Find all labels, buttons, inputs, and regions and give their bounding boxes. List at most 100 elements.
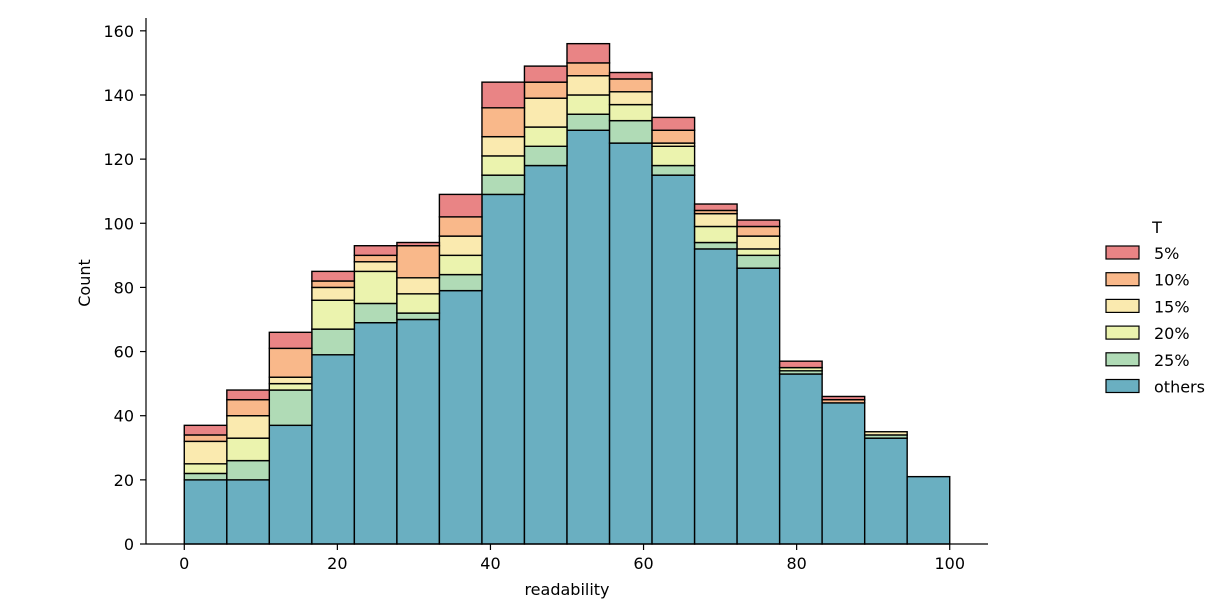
bar-5pct-bin-4 <box>353 245 398 257</box>
bar-20pct-bin-6 <box>438 254 483 276</box>
bar-25pct-bin-0 <box>183 472 228 481</box>
bar-20pct-bin-1 <box>226 437 271 462</box>
legend-label: others <box>1154 378 1205 397</box>
bar-others-bin-14 <box>778 373 823 545</box>
bar-15pct-bin-6 <box>438 235 483 257</box>
y-tick-label: 20 <box>114 471 134 490</box>
x-tick-label: 60 <box>633 554 653 573</box>
bar-20pct-bin-3 <box>311 299 356 330</box>
legend-label: 25% <box>1154 351 1190 370</box>
bar-25pct-bin-9 <box>566 113 611 131</box>
y-tick-label: 100 <box>103 214 134 233</box>
bar-25pct-bin-6 <box>438 273 483 292</box>
bar-others-bin-15 <box>821 402 866 545</box>
bar-others-bin-9 <box>566 129 611 545</box>
y-tick-label: 140 <box>103 86 134 105</box>
bar-5pct-bin-6 <box>438 193 483 218</box>
bar-others-bin-13 <box>736 267 781 545</box>
bar-25pct-bin-4 <box>353 302 398 324</box>
bar-15pct-bin-5 <box>396 277 441 295</box>
bar-10pct-bin-1 <box>226 398 271 417</box>
bar-5pct-bin-5 <box>396 241 441 247</box>
bar-20pct-bin-11 <box>651 145 696 167</box>
bar-others-bin-2 <box>268 424 313 545</box>
bar-5pct-bin-1 <box>226 389 271 401</box>
bar-20pct-bin-8 <box>523 126 568 147</box>
bar-25pct-bin-13 <box>736 254 781 269</box>
bar-20pct-bin-10 <box>608 103 653 122</box>
bar-15pct-bin-2 <box>268 376 313 385</box>
legend-label: 15% <box>1154 297 1190 316</box>
bar-others-bin-1 <box>226 479 271 545</box>
x-tick-label: 100 <box>934 554 965 573</box>
bar-10pct-bin-11 <box>651 129 696 144</box>
bar-others-bin-7 <box>481 193 526 545</box>
legend-swatch <box>1105 378 1140 394</box>
bar-5pct-bin-12 <box>693 203 738 212</box>
bar-15pct-bin-12 <box>693 212 738 228</box>
y-tick-label: 160 <box>103 22 134 41</box>
bar-25pct-bin-11 <box>651 164 696 176</box>
y-tick-label: 80 <box>114 278 134 297</box>
bar-15pct-bin-3 <box>311 286 356 301</box>
legend: T 5% 10% 15% 20% 25% others <box>1105 218 1205 397</box>
bar-others-bin-16 <box>863 437 908 545</box>
bar-5pct-bin-2 <box>268 331 313 350</box>
bar-10pct-bin-6 <box>438 216 483 237</box>
bar-15pct-bin-4 <box>353 261 398 273</box>
bar-10pct-bin-9 <box>566 62 611 77</box>
legend-label: 10% <box>1154 271 1190 290</box>
bar-15pct-bin-13 <box>736 235 781 250</box>
legend-label: 20% <box>1154 324 1190 343</box>
x-tick-label: 40 <box>480 554 500 573</box>
bar-15pct-bin-10 <box>608 91 653 106</box>
bar-others-bin-11 <box>651 174 696 545</box>
x-axis-ticks: 0 20 40 60 80 100 <box>179 544 965 573</box>
x-axis-label: readability <box>524 580 609 599</box>
bar-20pct-bin-7 <box>481 155 526 176</box>
bar-others-bin-0 <box>183 479 228 545</box>
y-axis-label: Count <box>75 259 94 307</box>
bar-15pct-bin-8 <box>523 97 568 128</box>
x-tick-label: 80 <box>786 554 806 573</box>
bar-15pct-bin-7 <box>481 135 526 157</box>
legend-label: 5% <box>1154 244 1179 263</box>
bar-20pct-bin-5 <box>396 293 441 314</box>
bar-5pct-bin-14 <box>778 360 823 369</box>
y-tick-label: 0 <box>124 535 134 554</box>
bar-others-bin-10 <box>608 142 653 545</box>
bar-10pct-bin-0 <box>183 434 228 443</box>
bar-others-bin-5 <box>396 318 441 545</box>
bar-10pct-bin-8 <box>523 81 568 99</box>
y-axis-ticks: 0 20 40 60 80 100 120 140 160 <box>103 22 146 554</box>
bar-others-bin-8 <box>523 164 568 545</box>
legend-title: T <box>1151 218 1162 237</box>
bar-5pct-bin-13 <box>736 219 781 228</box>
bar-15pct-bin-0 <box>183 440 228 465</box>
bar-10pct-bin-4 <box>353 254 398 263</box>
bar-others-bin-6 <box>438 289 483 545</box>
bar-5pct-bin-7 <box>481 81 526 109</box>
bar-15pct-bin-9 <box>566 75 611 96</box>
bar-10pct-bin-5 <box>396 245 441 279</box>
bar-others-bin-3 <box>311 354 356 545</box>
legend-swatch <box>1105 298 1140 313</box>
bar-20pct-bin-2 <box>268 382 313 391</box>
bar-20pct-bin-12 <box>693 225 738 244</box>
bar-20pct-bin-13 <box>736 248 781 257</box>
bar-20pct-bin-0 <box>183 463 228 475</box>
bar-15pct-bin-1 <box>226 415 271 439</box>
legend-swatch <box>1105 245 1140 260</box>
bar-25pct-bin-2 <box>268 389 313 427</box>
bar-10pct-bin-2 <box>268 347 313 378</box>
legend-swatch <box>1105 325 1140 340</box>
bar-5pct-bin-3 <box>311 270 356 282</box>
bar-5pct-bin-8 <box>523 65 568 83</box>
bar-10pct-bin-10 <box>608 78 653 93</box>
y-tick-label: 40 <box>114 407 134 426</box>
bar-others-bin-12 <box>693 248 738 545</box>
bar-others-bin-17 <box>906 475 951 545</box>
bar-5pct-bin-15 <box>821 395 866 401</box>
bar-5pct-bin-9 <box>566 42 611 64</box>
